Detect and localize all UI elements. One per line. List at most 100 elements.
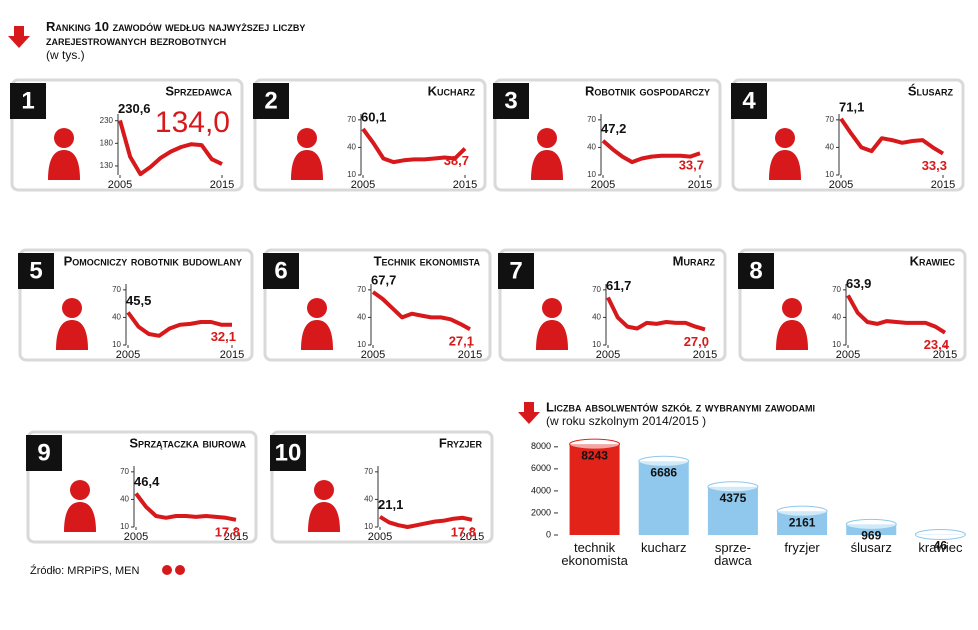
arrow-icon [8, 26, 30, 48]
logo [162, 565, 172, 575]
rank: 5 [29, 257, 42, 284]
icon [308, 502, 340, 532]
header-title: Ranking 10 zawodów według najwyższej lic… [46, 19, 306, 48]
value-label: 61,7 [606, 278, 631, 293]
x-tick-label: 2005 [361, 349, 385, 361]
y-tick-label: 70 [357, 285, 366, 294]
value-label: 63,9 [846, 276, 871, 291]
line [371, 290, 471, 332]
panel-title: Murarz [673, 253, 716, 268]
bar-cap [707, 481, 759, 493]
y-tick-label: 10 [832, 340, 841, 349]
rank-box [10, 83, 46, 119]
icon [776, 320, 808, 350]
value-label: 6686 [650, 465, 677, 479]
x-tick-label: 2005 [591, 179, 615, 191]
y-tick-label: 8000 [531, 441, 551, 451]
x-tick-label: 2015 [931, 179, 955, 191]
y-tick-label: 70 [587, 115, 596, 124]
icon [542, 298, 562, 318]
bar-cap [638, 455, 690, 467]
y-tick-label: 10 [364, 522, 373, 531]
rank: 8 [749, 257, 762, 284]
bar [569, 444, 620, 535]
x-tick-label: 2015 [220, 349, 244, 361]
x-tick-label: fryzjer [784, 540, 820, 555]
value-label: 60,1 [361, 109, 386, 124]
y-tick-label: 10 [347, 170, 356, 179]
x-tick-label: 2015 [688, 179, 712, 191]
icon [314, 480, 334, 500]
y-tick-label: 40 [120, 495, 129, 504]
icon [531, 150, 563, 180]
icon [62, 298, 82, 318]
value-label: 71,1 [839, 99, 864, 114]
value-label: 46,4 [134, 474, 160, 489]
value-label: 47,2 [601, 121, 626, 136]
icon [48, 150, 80, 180]
y-tick-label: 4000 [531, 485, 551, 495]
x-tick-label: 2015 [210, 179, 234, 191]
icon [70, 480, 90, 500]
y-tick-label: 40 [357, 313, 366, 322]
value-label: 134,0 [155, 106, 230, 139]
y-tick-label: 70 [120, 467, 129, 476]
rank: 4 [742, 87, 756, 114]
y-tick-label: 40 [364, 495, 373, 504]
y-tick-label: 6000 [531, 463, 551, 473]
icon [769, 150, 801, 180]
bar [777, 511, 828, 535]
value-label: 23,4 [924, 337, 950, 352]
rank: 9 [37, 439, 50, 466]
bar-cap [845, 518, 897, 530]
x-tick-label: 2015 [933, 349, 957, 361]
header-unit: (w tys.) [46, 48, 85, 62]
x-tick-label: 2015 [458, 349, 482, 361]
x-tick-label: 2005 [124, 531, 148, 543]
rank: 3 [504, 87, 517, 114]
y-tick-label: 180 [100, 138, 114, 147]
rank-box [263, 253, 299, 289]
line [606, 296, 706, 332]
value-label: 8243 [581, 448, 608, 462]
y-tick-label: 70 [364, 467, 373, 476]
rank: 7 [509, 257, 522, 284]
bar-cap [914, 528, 966, 540]
bar-cap [776, 505, 828, 517]
value-label: 17,8 [215, 524, 240, 539]
y-tick-label: 10 [120, 522, 129, 531]
icon [537, 128, 557, 148]
y-tick-label: 40 [112, 313, 121, 322]
line [118, 119, 223, 177]
rank-box [738, 253, 774, 289]
line [839, 117, 945, 156]
icon [56, 320, 88, 350]
y-tick-label: 70 [832, 285, 841, 294]
value-label: 27,0 [684, 334, 709, 349]
bar-subtitle: (w roku szkolnym 2014/2015 ) [546, 414, 706, 428]
x-tick-label: 2005 [368, 531, 392, 543]
x-tick-label: sprze-dawca [714, 540, 752, 568]
y-tick-label: 130 [100, 161, 114, 170]
rank-box [18, 253, 54, 289]
rank: 1 [21, 87, 34, 114]
rank-box [253, 83, 289, 119]
value-label: 21,1 [378, 497, 403, 512]
y-tick-label: 40 [587, 143, 596, 152]
value-label: 67,7 [371, 272, 396, 287]
panel-title: Krawiec [910, 253, 956, 268]
rank-box [270, 435, 306, 471]
bar-cap [569, 438, 621, 450]
rank-box [731, 83, 767, 119]
source: Źródło: MRPiPS, MEN [30, 565, 140, 577]
y-tick-label: 10 [587, 170, 596, 179]
x-tick-label: 2015 [693, 349, 717, 361]
value-label: 2161 [789, 515, 816, 529]
bar [707, 486, 758, 535]
x-tick-label: 2015 [224, 531, 248, 543]
y-tick-label: 70 [592, 285, 601, 294]
y-tick-label: 10 [825, 170, 834, 179]
y-tick-label: 40 [347, 143, 356, 152]
icon [64, 502, 96, 532]
